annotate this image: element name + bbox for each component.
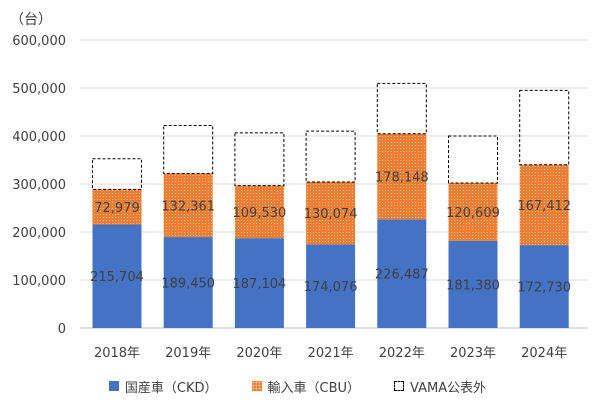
- y-tick-label: 400,000: [12, 130, 66, 145]
- legend-swatch-vama: [394, 381, 405, 391]
- legend-swatch-import: [251, 381, 262, 391]
- x-tick-label: 2023年: [450, 346, 496, 361]
- bar-local: [377, 219, 427, 328]
- data-label-local: 215,704: [90, 270, 144, 285]
- data-label-local: 189,450: [161, 277, 215, 292]
- y-tick-label: 200,000: [12, 226, 66, 241]
- bar-import: [448, 183, 498, 241]
- x-tick-label: 2019年: [165, 346, 211, 361]
- bar-import: [519, 164, 569, 246]
- x-tick-label: 2024年: [521, 346, 567, 361]
- legend-label-import: 輸入車（CBU）: [267, 380, 361, 396]
- chart-legend: 国産車（CKD） 輸入車（CBU） VAMA公表外: [0, 374, 595, 398]
- x-tick-label: 2018年: [94, 346, 140, 361]
- data-label-import: 178,148: [375, 171, 429, 186]
- legend-label-vama: VAMA公表外: [410, 380, 487, 396]
- data-label-import: 120,609: [446, 206, 500, 221]
- x-tick-label: 2021年: [308, 346, 354, 361]
- y-tick-label: 100,000: [12, 274, 66, 289]
- bar-vama-outline: [92, 158, 142, 190]
- y-tick-label: 500,000: [12, 82, 66, 97]
- y-tick-label: 300,000: [12, 178, 66, 193]
- bar-vama-outline: [376, 82, 427, 135]
- legend-swatch-local: [108, 381, 119, 391]
- bar-local: [519, 245, 569, 328]
- data-label-import: 130,074: [304, 207, 358, 222]
- data-label-local: 181,380: [446, 278, 500, 293]
- bar-import: [234, 185, 284, 239]
- data-label-local: 172,730: [517, 281, 571, 296]
- bar-local: [306, 244, 356, 328]
- bar-vama-outline: [234, 132, 285, 187]
- legend-item-local: 国産車（CKD）: [108, 377, 218, 396]
- legend-label-local: 国産車（CKD）: [124, 380, 218, 396]
- bar-import: [92, 189, 142, 225]
- data-label-local: 226,487: [375, 268, 429, 283]
- data-label-import: 132,361: [161, 199, 215, 214]
- data-label-import: 109,530: [233, 206, 287, 221]
- data-label-local: 187,104: [233, 277, 287, 292]
- bar-local: [234, 238, 284, 328]
- data-label-local: 174,076: [304, 280, 358, 295]
- bar-import: [377, 133, 427, 220]
- data-label-import: 167,412: [517, 199, 571, 214]
- bar-local: [92, 224, 142, 328]
- bar-vama-outline: [305, 130, 356, 183]
- y-tick-label: 600,000: [12, 34, 66, 49]
- x-tick-label: 2020年: [236, 346, 282, 361]
- x-tick-label: 2022年: [379, 346, 425, 361]
- bar-vama-outline: [448, 135, 498, 184]
- bar-import: [306, 182, 356, 245]
- data-label-import: 72,979: [94, 201, 140, 216]
- bar-local: [448, 240, 498, 328]
- y-tick-label: 0: [58, 322, 66, 337]
- bar-import: [163, 173, 213, 238]
- bar-vama-outline: [519, 89, 570, 166]
- legend-item-vama: VAMA公表外: [394, 377, 486, 396]
- y-axis-unit-label: （台）: [10, 12, 52, 28]
- bar-vama-outline: [163, 125, 214, 175]
- legend-item-import: 輸入車（CBU）: [251, 377, 361, 396]
- bar-local: [163, 237, 213, 328]
